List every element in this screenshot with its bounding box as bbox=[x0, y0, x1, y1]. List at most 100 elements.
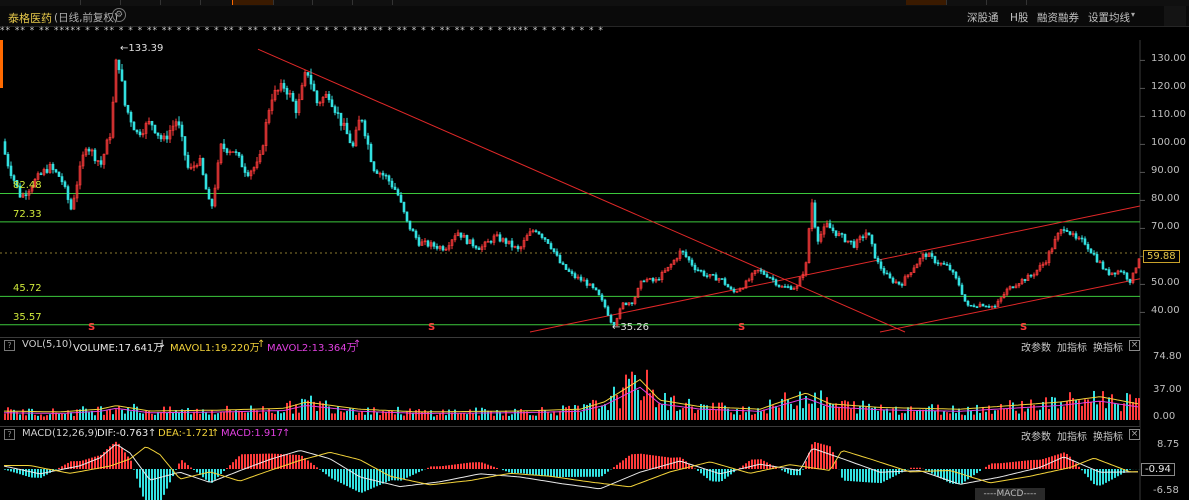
macd-bar bbox=[73, 461, 75, 469]
macd-bar bbox=[514, 469, 516, 474]
volume-bar bbox=[427, 412, 429, 420]
candle-body bbox=[408, 220, 412, 230]
volume-bar bbox=[610, 395, 612, 420]
candle-body bbox=[552, 248, 556, 252]
candle-body bbox=[1119, 270, 1123, 273]
macd-bar bbox=[277, 453, 279, 469]
candle-body bbox=[588, 283, 592, 286]
candle-body bbox=[1041, 263, 1045, 266]
macd-indicator-tab[interactable]: ----MACD---- bbox=[975, 488, 1045, 500]
macd-bar bbox=[346, 469, 348, 487]
candle-body bbox=[1014, 285, 1018, 289]
edit-params-button[interactable]: 改参数 bbox=[1021, 343, 1051, 354]
macd-bar bbox=[988, 464, 990, 469]
volume-bar bbox=[337, 406, 339, 420]
tab[interactable] bbox=[160, 0, 201, 5]
up-arrow-icon: ↑ bbox=[353, 339, 362, 350]
volume-bar bbox=[67, 410, 69, 420]
volume-bar bbox=[547, 411, 549, 420]
candle-body bbox=[1092, 252, 1096, 255]
candle-body bbox=[492, 235, 496, 243]
volume-bar bbox=[34, 414, 36, 420]
volume-bar bbox=[595, 400, 597, 420]
volume-bar bbox=[970, 410, 972, 420]
volume-bar bbox=[1033, 404, 1035, 420]
tab[interactable] bbox=[946, 0, 987, 5]
volume-bar bbox=[1138, 398, 1140, 420]
scroll-button[interactable] bbox=[1164, 6, 1186, 26]
tab[interactable] bbox=[272, 0, 313, 5]
tab[interactable] bbox=[120, 0, 161, 5]
macd-bar bbox=[676, 457, 678, 469]
tab[interactable] bbox=[986, 0, 1027, 5]
link-shenzhen-connect[interactable]: 深股通 bbox=[967, 12, 999, 24]
candle-body bbox=[54, 169, 58, 173]
macd-bar bbox=[790, 469, 792, 476]
volume-bar bbox=[487, 410, 489, 420]
candle-body bbox=[327, 93, 331, 101]
tab[interactable] bbox=[80, 0, 121, 5]
volume-bar bbox=[283, 412, 285, 420]
candle-body bbox=[171, 125, 175, 131]
link-margin-trading[interactable]: 融资融券 bbox=[1037, 12, 1079, 24]
macd-bar bbox=[310, 462, 312, 469]
macd-bar bbox=[511, 469, 513, 474]
switch-indicator-button[interactable]: 换指标 bbox=[1093, 432, 1123, 443]
volume-bar bbox=[1114, 402, 1116, 420]
candle-body bbox=[96, 160, 100, 162]
candle-body bbox=[702, 270, 706, 276]
volume-bar bbox=[184, 410, 186, 420]
chevron-down-icon[interactable]: ▾ bbox=[1131, 10, 1136, 19]
candle-body bbox=[717, 278, 721, 281]
macd-bar bbox=[490, 465, 492, 469]
edit-params-button[interactable]: 改参数 bbox=[1021, 432, 1051, 443]
volume-bar bbox=[676, 410, 678, 420]
volume-bar bbox=[430, 410, 432, 420]
volume-bar bbox=[511, 414, 513, 420]
macd-bar bbox=[130, 460, 132, 469]
gear-icon[interactable]: ⚙ bbox=[112, 8, 126, 22]
tab[interactable] bbox=[312, 0, 353, 5]
candle-body bbox=[270, 99, 274, 111]
tab-active[interactable] bbox=[232, 0, 274, 5]
help-icon[interactable]: ? bbox=[4, 429, 15, 440]
candle-body bbox=[141, 133, 145, 136]
link-h-shares[interactable]: H股 bbox=[1010, 12, 1029, 24]
tab[interactable] bbox=[352, 0, 393, 5]
volume-bar bbox=[619, 408, 621, 420]
volume-bar bbox=[1129, 394, 1131, 420]
volume-bar bbox=[148, 411, 150, 420]
tab[interactable] bbox=[40, 0, 81, 5]
volume-bar bbox=[874, 407, 876, 420]
macd-bar bbox=[247, 454, 249, 469]
switch-indicator-button[interactable]: 换指标 bbox=[1093, 343, 1123, 354]
tab-right-active[interactable] bbox=[906, 0, 947, 5]
candle-body bbox=[480, 246, 484, 250]
candle-body bbox=[432, 242, 436, 247]
volume-bar bbox=[589, 403, 591, 420]
candle-body bbox=[996, 300, 1000, 307]
add-indicator-button[interactable]: 加指标 bbox=[1057, 432, 1087, 443]
macd-bar bbox=[991, 463, 993, 469]
close-icon[interactable]: × bbox=[1129, 429, 1140, 440]
candle-body bbox=[450, 239, 454, 246]
macd-bar bbox=[565, 469, 567, 478]
volume-bar bbox=[673, 395, 675, 420]
volume-bar bbox=[751, 414, 753, 420]
macd-bar bbox=[844, 469, 846, 481]
volume-bar bbox=[844, 400, 846, 420]
macd-bar bbox=[925, 469, 927, 471]
close-icon[interactable]: × bbox=[1129, 340, 1140, 351]
volume-bar bbox=[646, 369, 648, 420]
candle-body bbox=[336, 112, 340, 114]
macd-bar bbox=[517, 469, 519, 474]
candle-body bbox=[1032, 274, 1036, 277]
link-ma-settings[interactable]: 设置均线 bbox=[1088, 12, 1130, 24]
candle-body bbox=[459, 232, 463, 238]
help-icon[interactable]: ? bbox=[4, 340, 15, 351]
add-indicator-button[interactable]: 加指标 bbox=[1057, 343, 1087, 354]
macd-bar bbox=[559, 469, 561, 478]
volume-bar bbox=[391, 410, 393, 420]
candle-body bbox=[897, 281, 901, 285]
